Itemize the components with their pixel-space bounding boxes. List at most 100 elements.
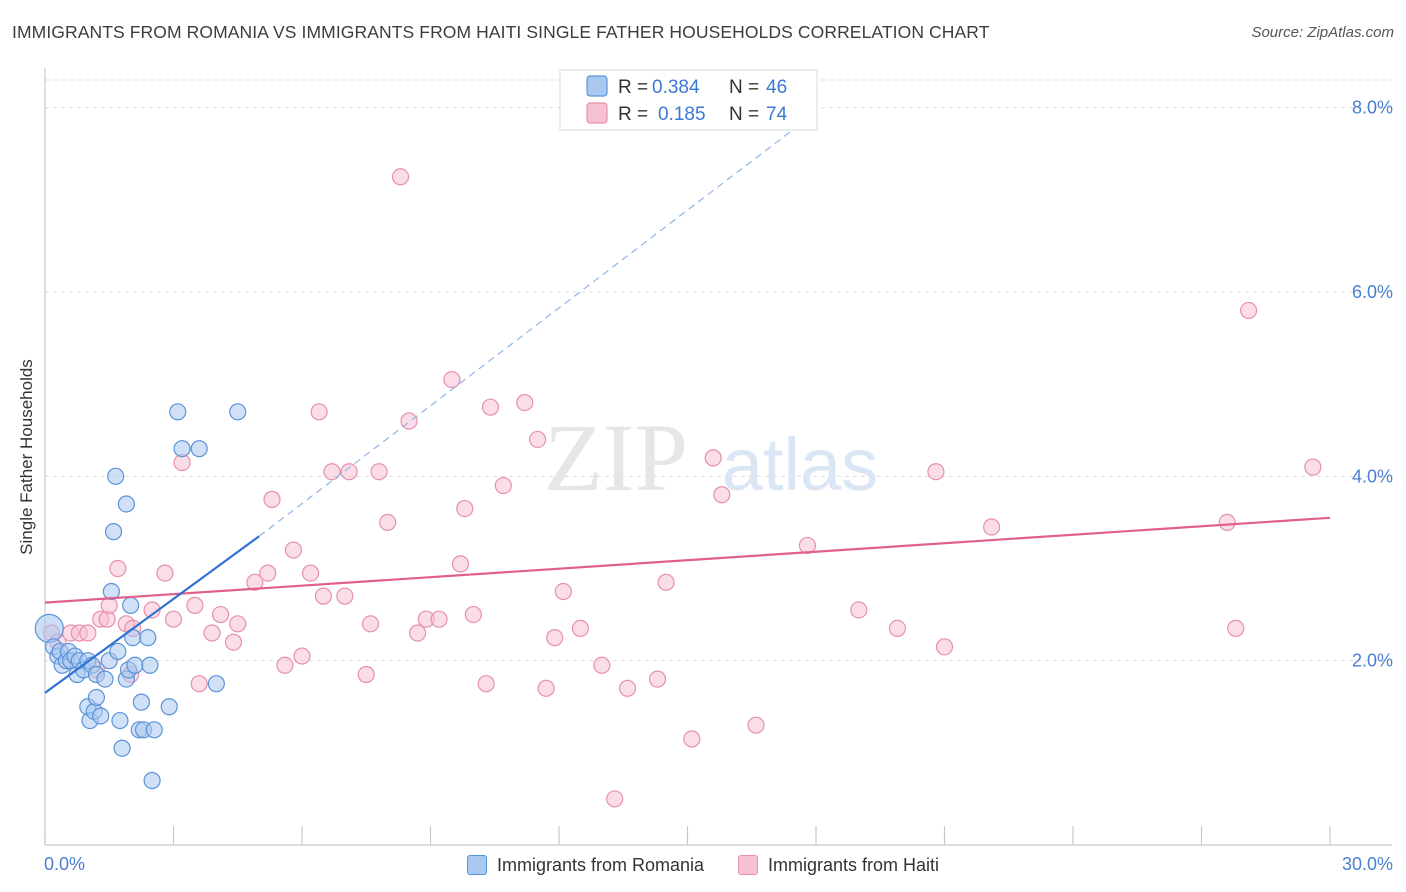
romania-point [169,403,187,421]
romania-point [207,675,225,693]
haiti-point [186,596,204,614]
haiti-point [357,665,375,684]
y-axis-label: Single Father Households [17,359,36,555]
legend-haiti-n-label: N = [729,104,759,125]
tick-labels: 2.0% 4.0% 6.0% 8.0% 0.0% 30.0% [44,98,1393,874]
haiti-point [293,647,311,665]
romania-point [139,629,157,647]
haiti-point [537,679,555,697]
legend-romania-n-label: N = [729,77,759,98]
haiti-point [276,656,294,674]
x-tick-label-min: 0.0% [44,854,85,874]
y-tick-label: 8.0% [1352,98,1393,118]
legend-bottom-label-romania: Immigrants from Romania [496,854,705,875]
haiti-point [190,675,208,693]
haiti-point [156,564,174,582]
axes [44,68,1392,846]
haiti-point [546,629,564,647]
haiti-point [379,513,397,532]
haiti-point [301,564,320,582]
haiti-point [1240,301,1258,320]
haiti-point [451,555,470,573]
haiti-point [747,716,765,734]
romania-point [141,656,159,674]
haiti-point [683,730,701,748]
romania-point [87,688,106,707]
haiti-point [648,670,667,688]
romania-point [111,711,129,730]
watermark-zip: ZIP [544,404,688,511]
haiti-point [1218,513,1236,532]
romania-point [104,523,123,541]
romania-point [132,693,150,711]
haiti-point [494,476,512,495]
haiti-point [212,605,230,624]
haiti-point [606,790,624,808]
legend-bottom-swatch-haiti [738,855,759,875]
romania-point [117,495,135,513]
haiti-point [284,541,303,559]
romania-point [113,739,131,757]
romania-point [173,440,191,458]
y-tick-label: 4.0% [1352,466,1393,486]
romania-point [109,642,127,661]
haiti-point [850,601,868,619]
romania-point [107,467,125,485]
haiti-point [516,393,534,412]
romania-point [34,613,64,644]
watermark-atlas: atlas [722,423,878,506]
haiti-point [593,656,611,674]
romania-point [143,771,161,790]
legend-bottom-label-haiti: Immigrants from Haiti [768,854,940,875]
romania-point [102,582,120,601]
legend-haiti-r-label: R = [618,104,648,125]
haiti-point [430,610,448,628]
grid-lines [45,79,1392,662]
haiti-point [229,615,247,633]
legend-romania-n-value: 46 [766,77,787,98]
haiti-point [246,573,264,591]
haiti-point [1304,458,1322,476]
haiti-point [927,463,945,481]
romania-point [229,403,247,421]
haiti-point [361,615,380,633]
source-label: Source: ZipAtlas.com [1251,24,1394,41]
y-tick-label: 6.0% [1352,282,1393,302]
haiti-point [798,536,817,555]
haiti-point [571,619,590,638]
romania-trend-line [44,535,260,694]
haiti-point [464,605,482,624]
chart-title: IMMIGRANTS FROM ROMANIA VS IMMIGRANTS FR… [12,22,990,42]
haiti-point [983,518,1001,536]
romania-point [122,596,140,614]
haiti-point [409,624,427,642]
haiti-point [79,624,97,642]
haiti-point [554,582,572,601]
haiti-point [310,403,328,421]
watermark: ZIP atlas [544,404,878,511]
legend-romania-r-value: 0.384 [652,77,700,98]
romania-point [190,440,208,458]
haiti-point [657,573,675,591]
legend-romania-r-label: R = [618,77,648,98]
legend-bottom: Immigrants from Romania Immigrants from … [0,851,1406,879]
romania-point [126,656,144,674]
romania-points [34,403,247,790]
haiti-point [323,463,341,481]
romania-point [160,698,178,716]
haiti-trend-line [44,516,1331,604]
haiti-point [481,398,500,416]
legend-swatch-haiti [586,102,608,124]
romania-point [145,721,163,739]
haiti-point [336,587,354,605]
trend-lines [44,111,1331,694]
haiti-point [224,633,243,651]
haiti-point [935,638,954,656]
legend-swatch-romania [586,75,608,97]
haiti-point [888,619,906,638]
x-tick-label-max: 30.0% [1342,854,1393,874]
legend-item-haiti: Immigrants from Haiti [738,855,939,876]
haiti-point [314,587,333,605]
legend-item-romania: Immigrants from Romania [466,854,705,876]
